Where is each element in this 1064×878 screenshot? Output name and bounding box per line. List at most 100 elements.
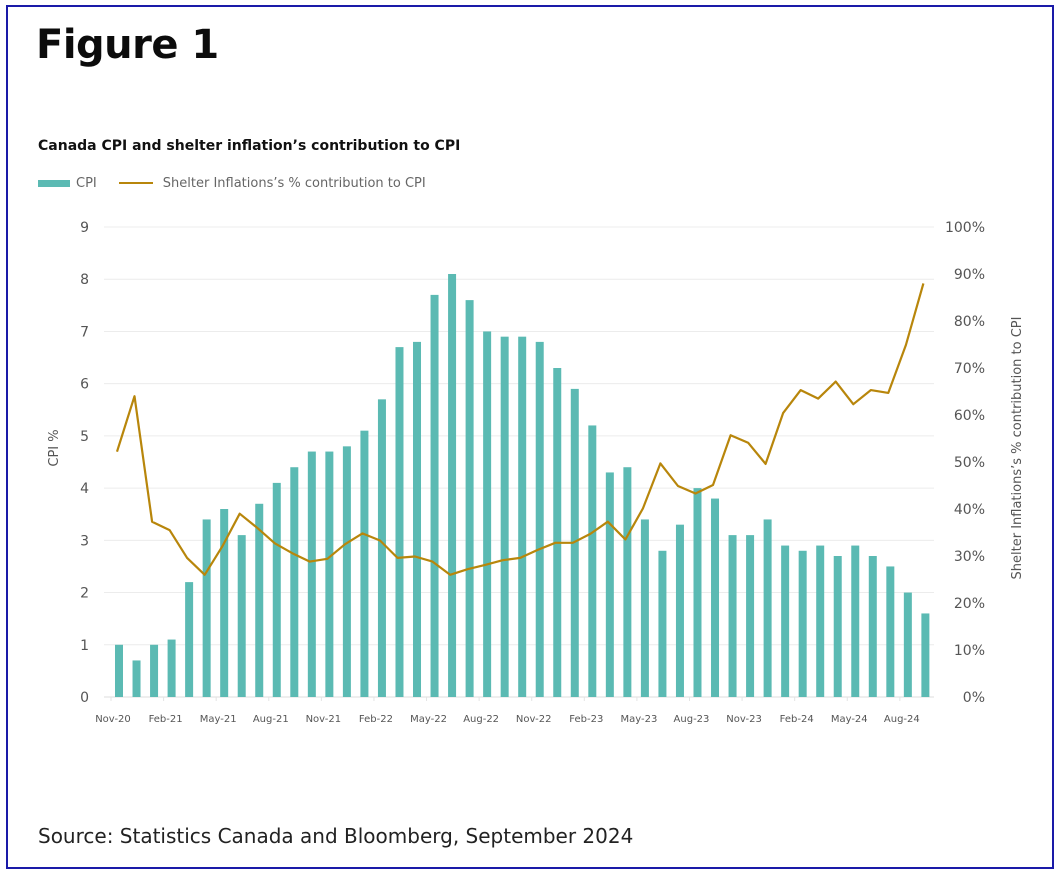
cpi-bar (728, 535, 737, 697)
x-tick-label: Aug-23 (674, 714, 710, 725)
y2-tick-label: 0% (963, 690, 985, 706)
y-axis-label: CPI % (47, 429, 62, 466)
cpi-bar (150, 644, 159, 697)
y2-tick-label: 80% (954, 314, 985, 330)
cpi-bar (921, 613, 930, 697)
x-tick-label: May-22 (410, 714, 447, 725)
cpi-bar (290, 467, 299, 697)
cpi-bar (518, 336, 527, 697)
cpi-bar (342, 446, 351, 697)
cpi-bar (693, 488, 702, 697)
x-axis: Nov-20 Feb-21 May-21 Aug-21 Nov-21 Feb-22 May-… (95, 697, 920, 725)
x-tick-label: Aug-24 (884, 714, 920, 725)
cpi-bar (395, 347, 404, 697)
cpi-bar (377, 399, 386, 697)
y2-tick-label: 30% (954, 549, 985, 565)
cpi-bar (816, 545, 825, 697)
cpi-bar (115, 644, 123, 697)
cpi-bar (535, 341, 544, 697)
y-tick-label: 9 (80, 220, 89, 236)
x-tick-label: Aug-22 (463, 714, 499, 725)
cpi-bar (868, 556, 877, 697)
cpi-bar (588, 425, 597, 697)
x-tick-label: Nov-23 (726, 714, 762, 725)
cpi-bar (220, 509, 229, 697)
cpi-bar (886, 566, 895, 697)
x-tick-label: Feb-21 (149, 714, 183, 725)
y2-tick-label: 100% (945, 220, 985, 236)
cpi-bar (237, 535, 246, 697)
cpi-bar (623, 467, 632, 697)
cpi-bar (675, 524, 684, 697)
figure-title: Figure 1 (36, 22, 219, 68)
cpi-bar (711, 498, 720, 697)
x-tick-label: Nov-20 (95, 714, 131, 725)
legend-label-shelter: Shelter Inflations’s % contribution to C… (162, 175, 426, 191)
y-tick-label: 3 (80, 533, 89, 549)
x-tick-label: Nov-22 (516, 714, 552, 725)
cpi-bar (465, 300, 474, 697)
y-tick-label: 1 (80, 638, 89, 654)
cpi-bar (325, 451, 334, 697)
x-tick-label: Feb-24 (780, 714, 814, 725)
cpi-bar (483, 331, 492, 697)
shelter-contribution-line (115, 283, 925, 576)
cpi-bar (833, 556, 842, 697)
x-tick-label: Aug-21 (253, 714, 289, 725)
cpi-bar (763, 519, 772, 697)
y-tick-label: 8 (80, 272, 89, 288)
cpi-bar (640, 519, 649, 697)
cpi-bar (272, 482, 281, 697)
legend-swatch-cpi (38, 179, 70, 187)
y2-tick-label: 50% (954, 455, 985, 471)
cpi-bar (360, 430, 369, 697)
chart-title: Canada CPI and shelter inflation’s contr… (38, 138, 461, 154)
cpi-bar (430, 294, 439, 697)
cpi-bar (781, 545, 790, 697)
cpi-bar (500, 336, 509, 697)
cpi-bar (605, 472, 614, 697)
y-axis-left: 0 1 2 3 4 5 6 7 8 9 (80, 220, 89, 706)
legend-swatch-shelter (118, 182, 153, 184)
x-tick-label: Feb-23 (569, 714, 603, 725)
y2-tick-label: 20% (954, 596, 985, 612)
y2-tick-label: 10% (954, 643, 985, 659)
shelter-line (115, 283, 925, 576)
cpi-bar (553, 368, 562, 697)
x-tick-label: Feb-22 (359, 714, 393, 725)
cpi-bar (798, 550, 807, 697)
x-tick-label: May-21 (200, 714, 237, 725)
cpi-bar (851, 545, 860, 697)
cpi-bar (448, 274, 457, 697)
y2-tick-label: 70% (954, 361, 985, 377)
y-tick-label: 0 (80, 690, 89, 706)
legend: CPI Shelter Inflations’s % contribution … (38, 174, 426, 192)
x-tick-label: May-23 (620, 714, 657, 725)
y2-tick-label: 40% (954, 502, 985, 518)
figure-frame (6, 5, 1054, 869)
y-tick-label: 5 (80, 429, 89, 445)
y2-tick-label: 90% (954, 267, 985, 283)
cpi-bar (746, 535, 755, 697)
x-tick-label: Nov-21 (306, 714, 342, 725)
cpi-bar (202, 519, 211, 697)
y-axis-right: 0% 10% 20% 30% 40% 50% 60% 70% 80% 90% 100% (945, 220, 985, 706)
x-tick-label: May-24 (831, 714, 868, 725)
y-tick-label: 4 (80, 481, 89, 497)
cpi-bar (307, 451, 316, 697)
cpi-bar (167, 639, 176, 697)
y2-axis-label: Shelter Inflations’s % contribution to C… (1010, 317, 1025, 580)
cpi-bar (132, 660, 141, 697)
source-note: Source: Statistics Canada and Bloomberg,… (38, 824, 634, 848)
cpi-bar (255, 503, 264, 697)
cpi-bar (658, 550, 667, 697)
legend-label-cpi: CPI (76, 175, 97, 191)
y2-tick-label: 60% (954, 408, 985, 424)
cpi-bar (903, 592, 912, 697)
y-tick-label: 6 (80, 377, 89, 393)
y-tick-label: 2 (80, 586, 89, 602)
cpi-bars (115, 274, 930, 697)
cpi-bar (185, 582, 194, 697)
cpi-bar (413, 341, 422, 697)
